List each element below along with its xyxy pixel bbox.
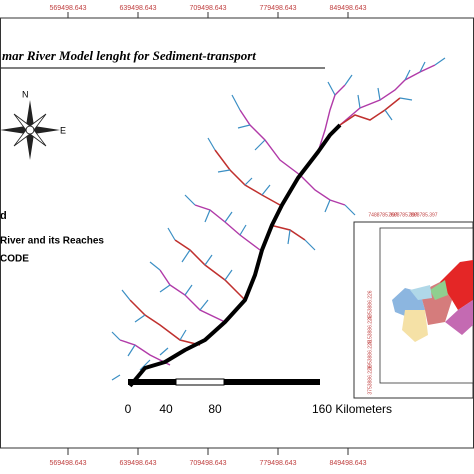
bottom-tick-label: 849498.643	[330, 460, 367, 467]
scale-label: 40	[159, 402, 173, 416]
top-tick-label: 569498.643	[50, 5, 87, 12]
scale-label: 0	[125, 402, 132, 416]
scale-bar	[128, 378, 320, 386]
inset-left-tick: 4153886.226	[367, 315, 373, 344]
top-tick-label: 639498.643	[120, 5, 157, 12]
map-title: mar River Model lenght for Sediment-tran…	[2, 48, 256, 63]
bottom-tick-label: 709498.643	[190, 460, 227, 467]
inset-map	[353, 221, 474, 399]
compass: N E	[0, 89, 66, 160]
top-tick-label: 709498.643	[190, 5, 227, 12]
inset-left-tick: 3953886.226	[367, 340, 373, 369]
top-tick-label: 849498.643	[330, 5, 367, 12]
river-network	[111, 57, 446, 388]
bottom-ticks: 569498.643 639498.643 709498.643 779498.643…	[50, 448, 367, 467]
bottom-tick-label: 569498.643	[50, 460, 87, 467]
legend-item: River and its Reaches	[0, 236, 104, 247]
scale-label: 80	[208, 402, 222, 416]
inset-left-tick: 4353886.226	[367, 290, 373, 319]
top-tick-label: 779498.643	[260, 5, 297, 12]
inset-top-tick: 7888785.397	[408, 212, 437, 218]
bottom-tick-label: 639498.643	[120, 460, 157, 467]
compass-e: E	[60, 125, 66, 135]
inset-left-tick: 3753886.226	[367, 365, 373, 394]
legend-heading: d	[0, 210, 7, 222]
top-ticks: 569498.643 639498.643 709498.643 779498.643…	[50, 5, 367, 18]
scale-label: 160 Kilometers	[312, 402, 392, 416]
legend-code: CODE	[0, 254, 29, 265]
inset-top-tick: 7688785.397	[388, 212, 417, 218]
compass-n: N	[22, 89, 29, 99]
inset-top-tick: 7488785.397	[368, 212, 397, 218]
main-river	[128, 123, 342, 388]
bottom-tick-label: 779498.643	[260, 460, 297, 467]
